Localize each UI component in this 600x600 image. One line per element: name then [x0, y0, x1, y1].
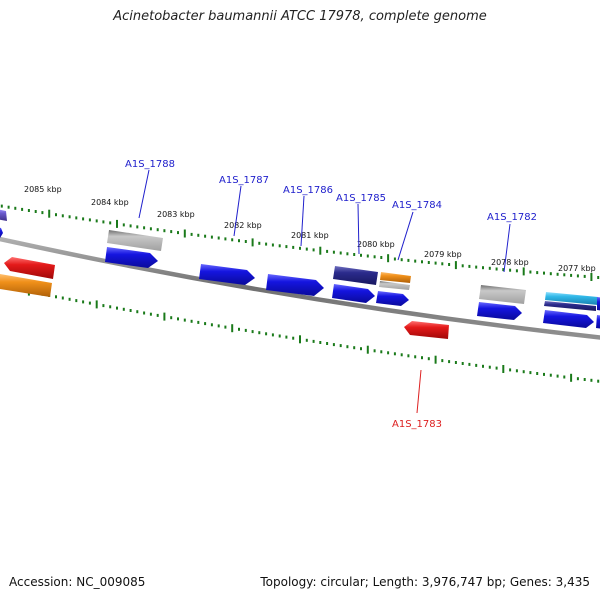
- gene-label[interactable]: A1S_1788: [125, 159, 175, 170]
- accession-text: Accession: NC_009085: [9, 575, 146, 589]
- gene-arrow-blue[interactable]: [332, 284, 375, 303]
- scale-label: 2084 kbp: [91, 198, 129, 207]
- gene-arrow-blue[interactable]: [597, 297, 600, 311]
- gene-arrow-red[interactable]: [404, 321, 449, 339]
- scale-label: 2081 kbp: [291, 231, 329, 240]
- gene-arrow-gray[interactable]: [107, 230, 163, 251]
- scale-label: 2077 kbp: [558, 264, 596, 273]
- map-title: Acinetobacter baumannii ATCC 17978, comp…: [113, 9, 487, 24]
- gene-arrow-gray[interactable]: [479, 285, 526, 304]
- gene-label[interactable]: A1S_1782: [487, 212, 537, 223]
- leader-line: [357, 203, 360, 255]
- gene-arrow-blue[interactable]: [266, 274, 324, 296]
- leader-line: [503, 223, 511, 273]
- gene-label[interactable]: A1S_1784: [392, 200, 442, 211]
- genome-backbone: [0, 236, 600, 340]
- gene-arrow-blue[interactable]: [105, 247, 158, 268]
- gene-arrow-blue[interactable]: [376, 291, 409, 306]
- gene-arrow-navy[interactable]: [333, 266, 378, 285]
- gene-arrow-navy[interactable]: [544, 301, 596, 311]
- scale-label: 2083 kbp: [157, 210, 195, 219]
- gene-arrow-orange[interactable]: [0, 274, 52, 297]
- scale-label: 2085 kbp: [24, 185, 62, 194]
- scale-label: 2078 kbp: [491, 258, 529, 267]
- gene-arrow-blue[interactable]: [199, 264, 255, 285]
- scale-ticks-inner: [0, 284, 600, 383]
- scale-label: 2080 kbp: [357, 240, 395, 249]
- gene-arrow-blue[interactable]: [477, 302, 522, 320]
- leader-line: [300, 195, 305, 247]
- scale-label: 2079 kbp: [424, 250, 462, 259]
- gene-arrow-blue[interactable]: [543, 310, 594, 328]
- gene-arrow-blue[interactable]: [596, 315, 600, 329]
- gene-labels: A1S_1788 A1S_1787 A1S_1786 A1S_1785 A1S_…: [125, 159, 537, 430]
- gene-label-leaders: [138, 169, 511, 414]
- leader-line: [138, 169, 150, 219]
- gene-arrow-purple[interactable]: [0, 209, 7, 221]
- scale-ticks-outer: [0, 204, 600, 281]
- leader-line: [233, 185, 242, 237]
- gene-label[interactable]: A1S_1785: [336, 193, 386, 204]
- leader-line: [397, 211, 414, 261]
- gene-label[interactable]: A1S_1786: [283, 185, 333, 196]
- gene-label[interactable]: A1S_1783: [392, 419, 442, 430]
- gene-arrow-cyan[interactable]: [545, 292, 598, 305]
- gene-arrow-blue[interactable]: [0, 227, 3, 238]
- gene-label[interactable]: A1S_1787: [219, 175, 269, 186]
- gene-arrow-gray[interactable]: [379, 281, 410, 290]
- gene-arrow-red[interactable]: [4, 257, 55, 279]
- genes-reverse: [0, 257, 449, 339]
- topology-text: Topology: circular; Length: 3,976,747 bp…: [260, 575, 590, 589]
- leader-line: [416, 369, 422, 414]
- genes-forward-outer: [0, 209, 600, 311]
- genes-forward-inner: [0, 227, 600, 329]
- scale-labels: 2085 kbp 2084 kbp 2083 kbp 2082 kbp 2081…: [24, 185, 596, 273]
- gene-arrow-orange[interactable]: [380, 272, 411, 283]
- scale-label: 2082 kbp: [224, 221, 262, 230]
